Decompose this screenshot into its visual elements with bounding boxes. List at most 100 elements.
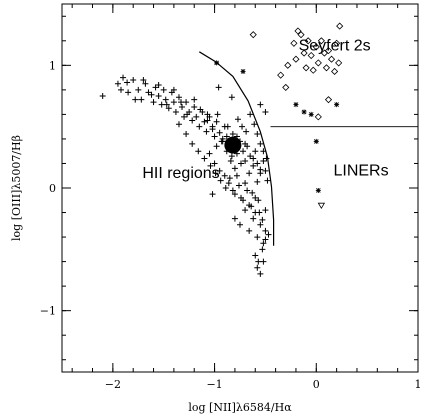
diamond-point (297, 31, 305, 39)
plus-point (242, 158, 249, 165)
plus-point (242, 180, 249, 187)
star-point (214, 60, 220, 66)
plus-point (155, 93, 162, 99)
plus-point (228, 94, 235, 101)
diamond-point (277, 71, 285, 79)
plus-point (234, 116, 241, 123)
plus-point (219, 135, 226, 142)
demarcation-curve (198, 51, 275, 246)
star-point (315, 187, 321, 193)
highlight-point (224, 136, 242, 154)
plus-point (262, 236, 269, 243)
plus-point (152, 84, 159, 91)
diamond-point (314, 59, 322, 67)
plus-point (240, 148, 247, 155)
plus-point (250, 162, 257, 169)
plus-point (120, 74, 127, 81)
plus-point (228, 153, 235, 160)
plus-point (197, 106, 204, 113)
star-point (313, 138, 319, 144)
plus-point (265, 231, 272, 238)
diamond-point (335, 59, 343, 67)
plus-point (254, 131, 261, 138)
plus-point (172, 108, 179, 115)
plus-point (213, 118, 220, 125)
diamond-point (284, 61, 292, 69)
star-point (308, 111, 314, 117)
plus-point (255, 258, 262, 265)
plus-point (257, 270, 264, 277)
plus-point (209, 191, 216, 198)
plus-point (231, 215, 238, 222)
plus-point (229, 131, 236, 138)
plus-point (260, 148, 267, 155)
diamond-point (331, 67, 339, 76)
plus-point (257, 166, 264, 173)
plus-point (254, 178, 261, 185)
plus-point (207, 162, 214, 169)
plus-point (251, 121, 258, 128)
x-tick-label: −2 (105, 378, 121, 391)
plus-point (257, 140, 264, 147)
triangle-point (317, 202, 326, 209)
star-point (301, 109, 307, 115)
demarcation-lines (198, 51, 418, 246)
plus-point (191, 104, 198, 111)
plus-point (262, 227, 269, 234)
plus-point (259, 216, 266, 223)
plus-point (124, 79, 131, 86)
plus-point (239, 123, 246, 130)
plus-point (162, 96, 169, 103)
plus-point (217, 177, 224, 184)
plus-point (224, 123, 231, 130)
plus-point (212, 170, 219, 177)
plus-point (246, 202, 253, 209)
plus-point (223, 133, 230, 140)
plus-point (130, 77, 137, 84)
x-tick-label: 0 (313, 378, 320, 391)
diamond-point (312, 43, 320, 51)
plus-point (255, 197, 262, 204)
plus-point (175, 121, 182, 128)
diamond-point (336, 22, 344, 30)
plus-point (260, 258, 267, 265)
plus-point (235, 182, 242, 189)
plus-point (195, 148, 202, 155)
plus-point (117, 86, 124, 93)
plus-point (184, 111, 191, 118)
plus-point (203, 128, 210, 135)
plus-point (222, 185, 229, 191)
plus-point (225, 180, 232, 187)
plus-point (254, 264, 261, 271)
plus-point (175, 94, 182, 101)
star-point (240, 68, 246, 74)
x-tick-label: −1 (206, 378, 222, 391)
plus-point (201, 155, 208, 162)
plus-point (243, 128, 250, 135)
plus-point (252, 252, 259, 259)
x-tick-label: 1 (415, 378, 422, 391)
y-tick-label: 0 (49, 182, 56, 195)
plus-point (231, 165, 238, 172)
plus-point (229, 187, 236, 194)
plus-point (252, 194, 259, 201)
plus-point (238, 160, 245, 167)
plus-point (247, 153, 254, 160)
tick-labels: −2 −1 0 1 −1 0 1 (40, 59, 422, 391)
plus-point (250, 215, 257, 222)
plus-point (191, 96, 198, 103)
plus-point (242, 140, 249, 147)
star-point (334, 102, 340, 108)
region-label: Seyfert 2s (299, 38, 371, 55)
region-labels: Seyfert 2s HII regions LINERs (142, 38, 388, 183)
region-label: LINERs (333, 163, 388, 180)
diamond-point (333, 39, 341, 47)
y-axis-label: log [OIII]λ5007/Hβ (10, 135, 23, 241)
plus-point (250, 155, 257, 162)
plus-point (193, 113, 200, 120)
plus-point (163, 101, 170, 108)
plus-point (246, 227, 253, 234)
plus-point (206, 150, 213, 157)
plus-point (254, 160, 261, 167)
